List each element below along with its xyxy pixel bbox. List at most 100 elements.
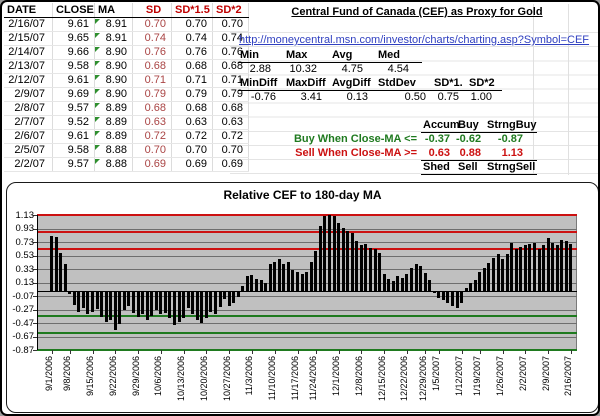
stat-header-3[interactable]: Med [378, 49, 400, 61]
table-cell[interactable]: 9.52 [52, 115, 95, 130]
table-cell[interactable]: 8.90 [94, 59, 133, 74]
table-cell[interactable]: 9.66 [52, 45, 95, 60]
table-cell[interactable]: 2/9/07 [4, 87, 53, 102]
sell-value-1[interactable]: 0.88 [459, 147, 481, 159]
table-cell[interactable]: 0.68 [132, 101, 172, 116]
table-cell[interactable]: 8.91 [94, 17, 133, 32]
table-cell[interactable]: 9.58 [52, 59, 95, 74]
buy-value-1[interactable]: -0.62 [456, 133, 482, 145]
table-cell[interactable]: 0.79 [132, 87, 172, 102]
table-cell[interactable]: 0.72 [212, 129, 249, 144]
table-cell[interactable]: 8.89 [94, 115, 133, 130]
diff-header-4[interactable]: SD*1. [434, 77, 463, 89]
table-cell[interactable]: 8.88 [94, 157, 133, 172]
table-cell[interactable]: 0.63 [212, 115, 249, 130]
buy-value-2[interactable]: -0.87 [497, 133, 523, 145]
table-cell[interactable]: 0.70 [171, 17, 213, 32]
table-cell[interactable]: 8.89 [94, 129, 133, 144]
table-cell[interactable]: 2/14/07 [4, 45, 53, 60]
table-cell[interactable]: 9.61 [52, 17, 95, 32]
stat-value-1[interactable]: 10.32 [289, 63, 317, 75]
diff-value-4[interactable]: 0.75 [437, 91, 459, 103]
table-cell[interactable]: 8.90 [94, 87, 133, 102]
table-cell[interactable]: 2/2/07 [4, 157, 53, 172]
table-cell[interactable]: 2/15/07 [4, 31, 53, 46]
table-cell[interactable]: 0.74 [132, 31, 172, 46]
signal-footer-2[interactable]: StrngSell [487, 161, 536, 173]
table-cell[interactable]: 9.58 [52, 143, 95, 158]
buy-value-0[interactable]: -0.37 [424, 133, 450, 145]
table-cell[interactable]: 9.61 [52, 73, 95, 88]
signal-footer-1[interactable]: Sell [458, 161, 478, 173]
table-cell[interactable]: 0.72 [132, 129, 172, 144]
signal-footer-0[interactable]: Shed [423, 161, 450, 173]
table-cell[interactable]: 9.69 [52, 87, 95, 102]
table-cell[interactable]: 9.57 [52, 101, 95, 116]
table-cell[interactable]: 0.72 [171, 129, 213, 144]
diff-value-1[interactable]: 3.41 [300, 91, 322, 103]
diff-value-2[interactable]: 0.13 [346, 91, 368, 103]
table-cell[interactable]: 2/6/07 [4, 129, 53, 144]
table-cell[interactable]: 2/12/07 [4, 73, 53, 88]
table-cell[interactable]: 0.70 [212, 17, 249, 32]
diff-header-0[interactable]: MinDiff [240, 77, 278, 89]
table-cell[interactable]: 0.70 [212, 143, 249, 158]
table-cell[interactable]: 0.68 [171, 59, 213, 74]
table-cell[interactable]: 0.63 [171, 115, 213, 130]
table-cell[interactable]: 0.69 [171, 157, 213, 172]
table-cell[interactable]: 0.69 [212, 157, 249, 172]
stat-value-3[interactable]: 4.54 [387, 63, 409, 75]
stat-header-0[interactable]: Min [240, 49, 259, 61]
column-header-ma[interactable]: MA [94, 3, 133, 18]
table-cell[interactable]: 0.76 [171, 45, 213, 60]
sell-value-0[interactable]: 0.63 [428, 147, 450, 159]
table-cell[interactable]: 0.70 [132, 17, 172, 32]
table-cell[interactable]: 0.76 [132, 45, 172, 60]
diff-header-2[interactable]: AvgDiff [332, 77, 371, 89]
diff-header-3[interactable]: StdDev [378, 77, 416, 89]
table-cell[interactable]: 0.70 [132, 143, 172, 158]
sell-value-2[interactable]: 1.13 [501, 147, 523, 159]
table-cell[interactable]: 9.57 [52, 157, 95, 172]
table-cell[interactable]: 2/5/07 [4, 143, 53, 158]
table-cell[interactable]: 9.61 [52, 129, 95, 144]
column-header-close[interactable]: CLOSE [52, 3, 95, 18]
column-header-date[interactable]: DATE [4, 3, 53, 18]
stat-value-0[interactable]: 2.88 [249, 63, 271, 75]
table-cell[interactable]: 8.90 [94, 73, 133, 88]
stat-header-2[interactable]: Avg [332, 49, 353, 61]
column-header-sd2[interactable]: SD*2 [212, 3, 249, 18]
signal-header-0[interactable]: Accum [423, 119, 460, 131]
table-cell[interactable]: 8.90 [94, 45, 133, 60]
table-cell[interactable]: 0.68 [212, 59, 249, 74]
table-cell[interactable]: 2/7/07 [4, 115, 53, 130]
table-cell[interactable]: 0.63 [132, 115, 172, 130]
table-cell[interactable]: 9.65 [52, 31, 95, 46]
table-cell[interactable]: 2/8/07 [4, 101, 53, 116]
table-cell[interactable]: 8.88 [94, 143, 133, 158]
table-cell[interactable]: 0.71 [212, 73, 249, 88]
table-cell[interactable]: 8.89 [94, 101, 133, 116]
stat-header-1[interactable]: Max [286, 49, 308, 61]
table-cell[interactable]: 0.74 [171, 31, 213, 46]
table-cell[interactable]: 0.71 [171, 73, 213, 88]
table-cell[interactable]: 0.79 [212, 87, 249, 102]
diff-value-0[interactable]: -0.76 [250, 91, 276, 103]
stat-value-2[interactable]: 4.75 [341, 63, 363, 75]
diff-header-5[interactable]: SD*2 [469, 77, 495, 89]
table-cell[interactable]: 0.76 [212, 45, 249, 60]
table-cell[interactable]: 0.74 [212, 31, 249, 46]
column-header-sd15[interactable]: SD*1.5 [171, 3, 213, 18]
table-cell[interactable]: 2/16/07 [4, 17, 53, 32]
column-header-sd[interactable]: SD [132, 3, 172, 18]
table-cell[interactable]: 8.91 [94, 31, 133, 46]
table-cell[interactable]: 0.68 [132, 59, 172, 74]
table-cell[interactable]: 0.70 [171, 143, 213, 158]
table-cell[interactable]: 0.71 [132, 73, 172, 88]
table-cell[interactable]: 0.79 [171, 87, 213, 102]
diff-header-1[interactable]: MaxDiff [286, 77, 326, 89]
table-cell[interactable]: 0.69 [132, 157, 172, 172]
table-cell[interactable]: 0.68 [212, 101, 249, 116]
msn-moneycentral-link[interactable]: http://moneycentral.msn.com/investor/cha… [239, 34, 590, 46]
signal-header-2[interactable]: StrngBuy [487, 119, 537, 131]
